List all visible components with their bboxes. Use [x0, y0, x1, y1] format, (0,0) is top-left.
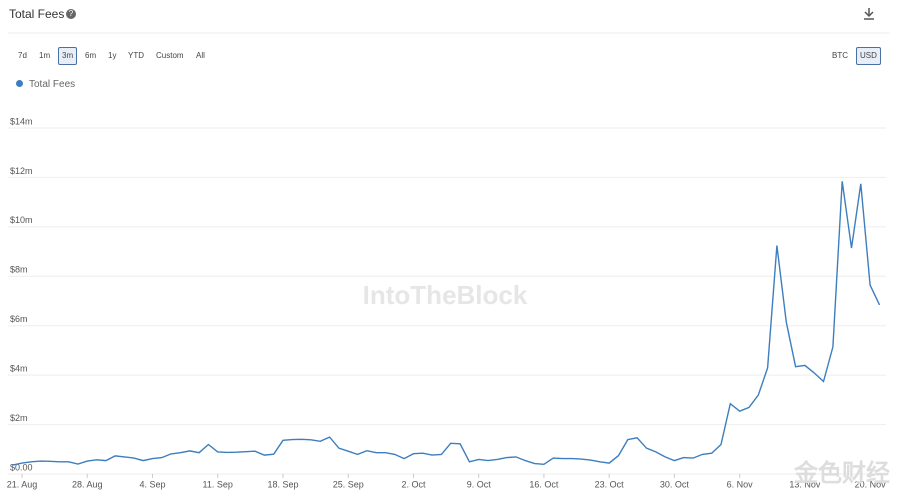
- range-button[interactable]: 7d: [18, 51, 27, 60]
- x-tick-label: 28. Aug: [72, 479, 103, 489]
- x-tick-label: 25. Sep: [333, 479, 364, 489]
- currency-button[interactable]: USD: [856, 47, 881, 65]
- chart-title: Total Fees: [9, 7, 65, 21]
- x-tick-label: 6. Nov: [727, 479, 754, 489]
- currency-button[interactable]: BTC: [832, 51, 848, 60]
- y-tick-label: $6m: [10, 314, 28, 324]
- range-button[interactable]: Custom: [156, 51, 184, 60]
- data-line: [12, 181, 881, 466]
- range-button[interactable]: YTD: [128, 51, 144, 60]
- x-tick-label: 2. Oct: [401, 479, 426, 489]
- x-tick-label: 30. Oct: [660, 479, 690, 489]
- corner-logo: 金色财经: [794, 460, 890, 487]
- range-button[interactable]: 1m: [39, 51, 51, 60]
- y-tick-label: $10m: [10, 215, 33, 225]
- x-tick-label: 23. Oct: [595, 479, 625, 489]
- help-icon[interactable]: ?: [66, 9, 76, 19]
- x-tick-label: 16. Oct: [529, 479, 559, 489]
- x-tick-label: 9. Oct: [467, 479, 492, 489]
- range-button[interactable]: 3m: [58, 47, 78, 65]
- legend-dot: [16, 80, 23, 87]
- watermark: IntoTheBlock: [363, 280, 528, 310]
- y-tick-label: $4m: [10, 364, 28, 374]
- legend-label: Total Fees: [29, 79, 76, 90]
- x-tick-label: 21. Aug: [7, 479, 38, 489]
- y-tick-label: $14m: [10, 116, 33, 126]
- legend[interactable]: Total Fees: [16, 79, 75, 90]
- range-button[interactable]: All: [196, 51, 205, 60]
- y-tick-label: $8m: [10, 265, 28, 275]
- y-tick-label: $0.00: [10, 462, 33, 472]
- range-button[interactable]: 6m: [85, 51, 97, 60]
- x-tick-label: 4. Sep: [139, 479, 165, 489]
- x-tick-label: 20. Nov: [855, 479, 887, 489]
- x-tick-label: 11. Sep: [203, 479, 233, 489]
- y-tick-label: $12m: [10, 166, 33, 176]
- range-button[interactable]: 1y: [108, 51, 117, 60]
- y-tick-label: $2m: [10, 413, 28, 423]
- x-tick-label: 18. Sep: [267, 479, 298, 489]
- download-icon[interactable]: [864, 8, 874, 20]
- x-tick-label: 13. Nov: [789, 479, 821, 489]
